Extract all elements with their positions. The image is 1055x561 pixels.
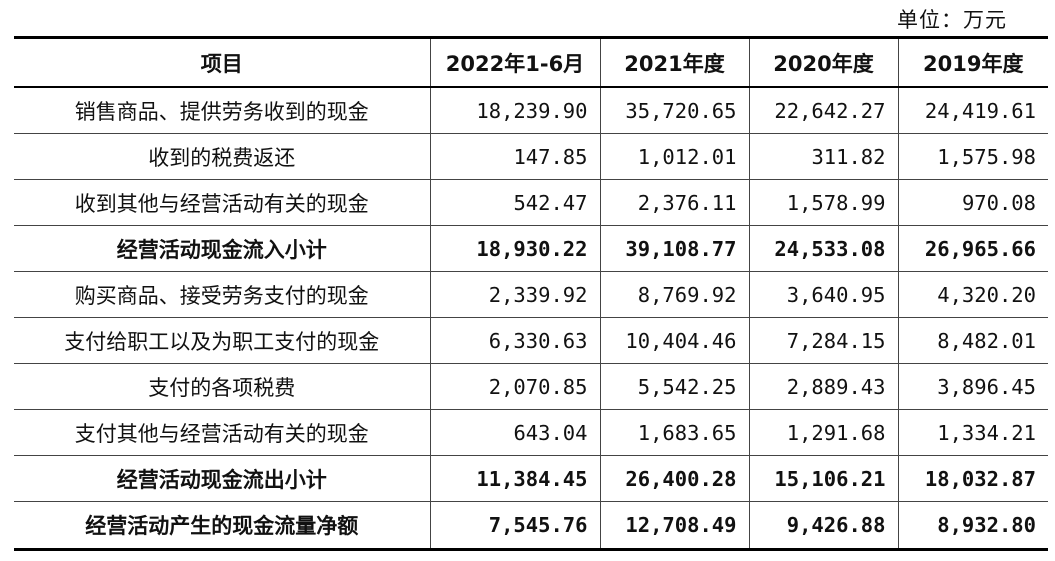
value-cell: 311.82 [748,133,898,180]
row-label: 支付的各项税费 [14,363,430,410]
value-cell: 970.08 [897,179,1048,226]
value-cell: 18,930.22 [429,225,600,272]
value-cell: 18,032.87 [897,455,1048,502]
table-row: 支付的各项税费 2,070.85 5,542.25 2,889.43 3,896.45 [14,363,1048,410]
row-label: 收到的税费返还 [14,133,430,180]
value-cell: 1,683.65 [599,409,749,456]
value-cell: 6,330.63 [429,317,600,364]
value-cell: 8,932.80 [897,501,1048,550]
header-2022h1: 2022年1-6月 [429,37,600,88]
header-item: 项目 [14,37,430,88]
value-cell: 18,239.90 [429,87,600,134]
cash-flow-table: 项目 2022年1-6月 2021年度 2020年度 2019年度 销售商品、提… [14,36,1048,551]
value-cell: 10,404.46 [599,317,749,364]
value-cell: 542.47 [429,179,600,226]
table-row: 经营活动产生的现金流量净额 7,545.76 12,708.49 9,426.88 8,… [14,501,1048,550]
value-cell: 12,708.49 [599,501,749,550]
value-cell: 2,376.11 [599,179,749,226]
table-row: 经营活动现金流出小计 11,384.45 26,400.28 15,106.21 18,… [14,455,1048,502]
table-row: 销售商品、提供劳务收到的现金 18,239.90 35,720.65 22,642.2… [14,87,1048,134]
value-cell: 39,108.77 [599,225,749,272]
row-label: 支付给职工以及为职工支付的现金 [14,317,430,364]
table-row: 支付其他与经营活动有关的现金 643.04 1,683.65 1,291.68 1,33… [14,409,1048,456]
value-cell: 22,642.27 [748,87,898,134]
table-row: 购买商品、接受劳务支付的现金 2,339.92 8,769.92 3,640.95 4,… [14,271,1048,318]
value-cell: 1,575.98 [897,133,1048,180]
header-2021: 2021年度 [599,37,749,88]
value-cell: 26,400.28 [599,455,749,502]
value-cell: 11,384.45 [429,455,600,502]
row-label: 经营活动现金流入小计 [14,225,430,272]
header-row: 项目 2022年1-6月 2021年度 2020年度 2019年度 [14,37,1048,88]
row-label: 经营活动产生的现金流量净额 [85,514,359,538]
value-cell: 1,334.21 [897,409,1048,456]
value-cell: 9,426.88 [748,501,898,550]
row-label: 购买商品、接受劳务支付的现金 [14,271,430,318]
value-cell: 24,419.61 [897,87,1048,134]
row-label: 收到其他与经营活动有关的现金 [14,179,430,226]
header-2020: 2020年度 [748,37,898,88]
header-2019: 2019年度 [897,37,1048,88]
value-cell: 7,284.15 [748,317,898,364]
value-cell: 1,012.01 [599,133,749,180]
value-cell: 2,339.92 [429,271,600,318]
value-cell: 24,533.08 [748,225,898,272]
value-cell: 4,320.20 [897,271,1048,318]
value-cell: 5,542.25 [599,363,749,410]
value-cell: 35,720.65 [599,87,749,134]
table-row: 收到其他与经营活动有关的现金 542.47 2,376.11 1,578.99 970.… [14,179,1048,226]
value-cell: 7,545.76 [429,501,600,550]
value-cell: 8,482.01 [897,317,1048,364]
row-label: 销售商品、提供劳务收到的现金 [14,87,430,134]
table-row: 收到的税费返还 147.85 1,012.01 311.82 1,575.98 [14,133,1048,180]
value-cell: 1,578.99 [748,179,898,226]
value-cell: 147.85 [429,133,600,180]
value-cell: 3,896.45 [897,363,1048,410]
unit-label: 单位：万元 [897,8,1007,32]
row-label: 经营活动现金流出小计 [14,455,430,502]
value-cell: 26,965.66 [897,225,1048,272]
table-row: 经营活动现金流入小计 18,930.22 39,108.77 24,533.08 26,… [14,225,1048,272]
value-cell: 2,070.85 [429,363,600,410]
table-body: 销售商品、提供劳务收到的现金 18,239.90 35,720.65 22,642.2… [14,87,1048,550]
value-cell: 3,640.95 [748,271,898,318]
value-cell: 15,106.21 [748,455,898,502]
value-cell: 1,291.68 [748,409,898,456]
value-cell: 643.04 [429,409,600,456]
value-cell: 8,769.92 [599,271,749,318]
table-row: 支付给职工以及为职工支付的现金 6,330.63 10,404.46 7,284.15… [14,317,1048,364]
value-cell: 2,889.43 [748,363,898,410]
row-label: 支付其他与经营活动有关的现金 [14,409,430,456]
